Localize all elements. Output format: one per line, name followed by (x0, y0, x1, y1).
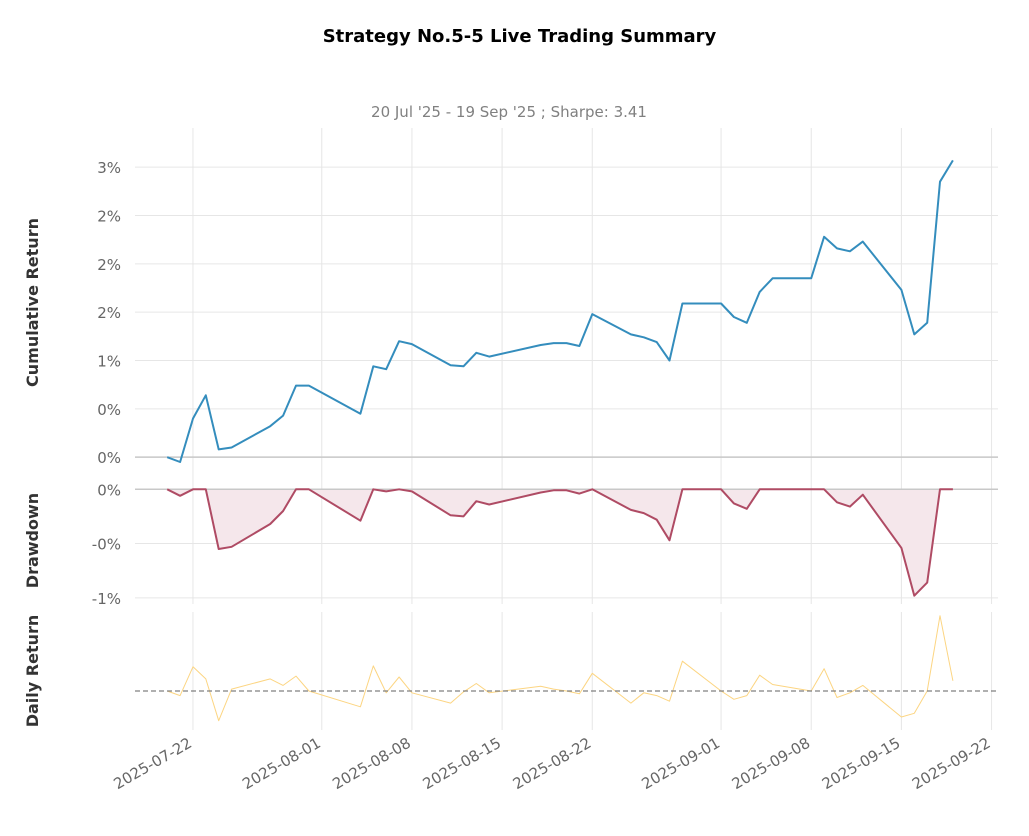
x-tick-label: 2025-09-01 (639, 734, 724, 793)
x-gridlines (192, 128, 993, 730)
y-axis-label: Drawdown (23, 493, 42, 588)
x-tick-label: 2025-08-22 (510, 734, 595, 793)
daily-panel: Daily Return (23, 615, 998, 728)
cumulative-return-line (166, 159, 954, 463)
y-tick-label: 0% (97, 449, 121, 467)
y-axis-label: Cumulative Return (23, 218, 42, 387)
y-tick-label: 2% (97, 208, 121, 226)
drawdown-area (167, 489, 953, 596)
y-tick-label: 2% (97, 304, 121, 322)
x-tick-label: 2025-09-22 (909, 734, 994, 793)
x-tick-label: 2025-08-08 (329, 734, 414, 793)
chart-title: Strategy No.5-5 Live Trading Summary (322, 26, 717, 47)
y-tick-label: -0% (92, 536, 121, 554)
x-axis: 2025-07-22 2025-08-01 2025-08-08 2025-08-15… (110, 734, 993, 793)
cumulative-panel: 0% 0% 1% 2% 2% 2% 3% Cumulative Return (23, 159, 998, 467)
y-tick-label: 0% (97, 401, 121, 419)
y-tick-label: -1% (92, 590, 121, 608)
y-axis-label: Daily Return (23, 615, 42, 728)
x-tick-label: 2025-09-08 (729, 734, 814, 793)
x-tick-label: 2025-09-15 (819, 734, 904, 793)
drawdown-panel: 0% -0% -1% Drawdown (23, 481, 998, 608)
x-tick-label: 2025-08-01 (239, 734, 324, 793)
y-tick-label: 1% (97, 353, 121, 371)
chart-subtitle: 20 Jul '25 - 19 Sep '25 ; Sharpe: 3.41 (371, 103, 647, 121)
drawdown-line (166, 488, 953, 597)
y-tick-label: 2% (97, 256, 121, 274)
y-tick-label: 3% (97, 159, 121, 177)
x-tick-label: 2025-07-22 (110, 734, 195, 793)
y-tick-label: 0% (97, 481, 121, 499)
daily-return-line (167, 615, 954, 722)
x-tick-label: 2025-08-15 (420, 734, 505, 793)
